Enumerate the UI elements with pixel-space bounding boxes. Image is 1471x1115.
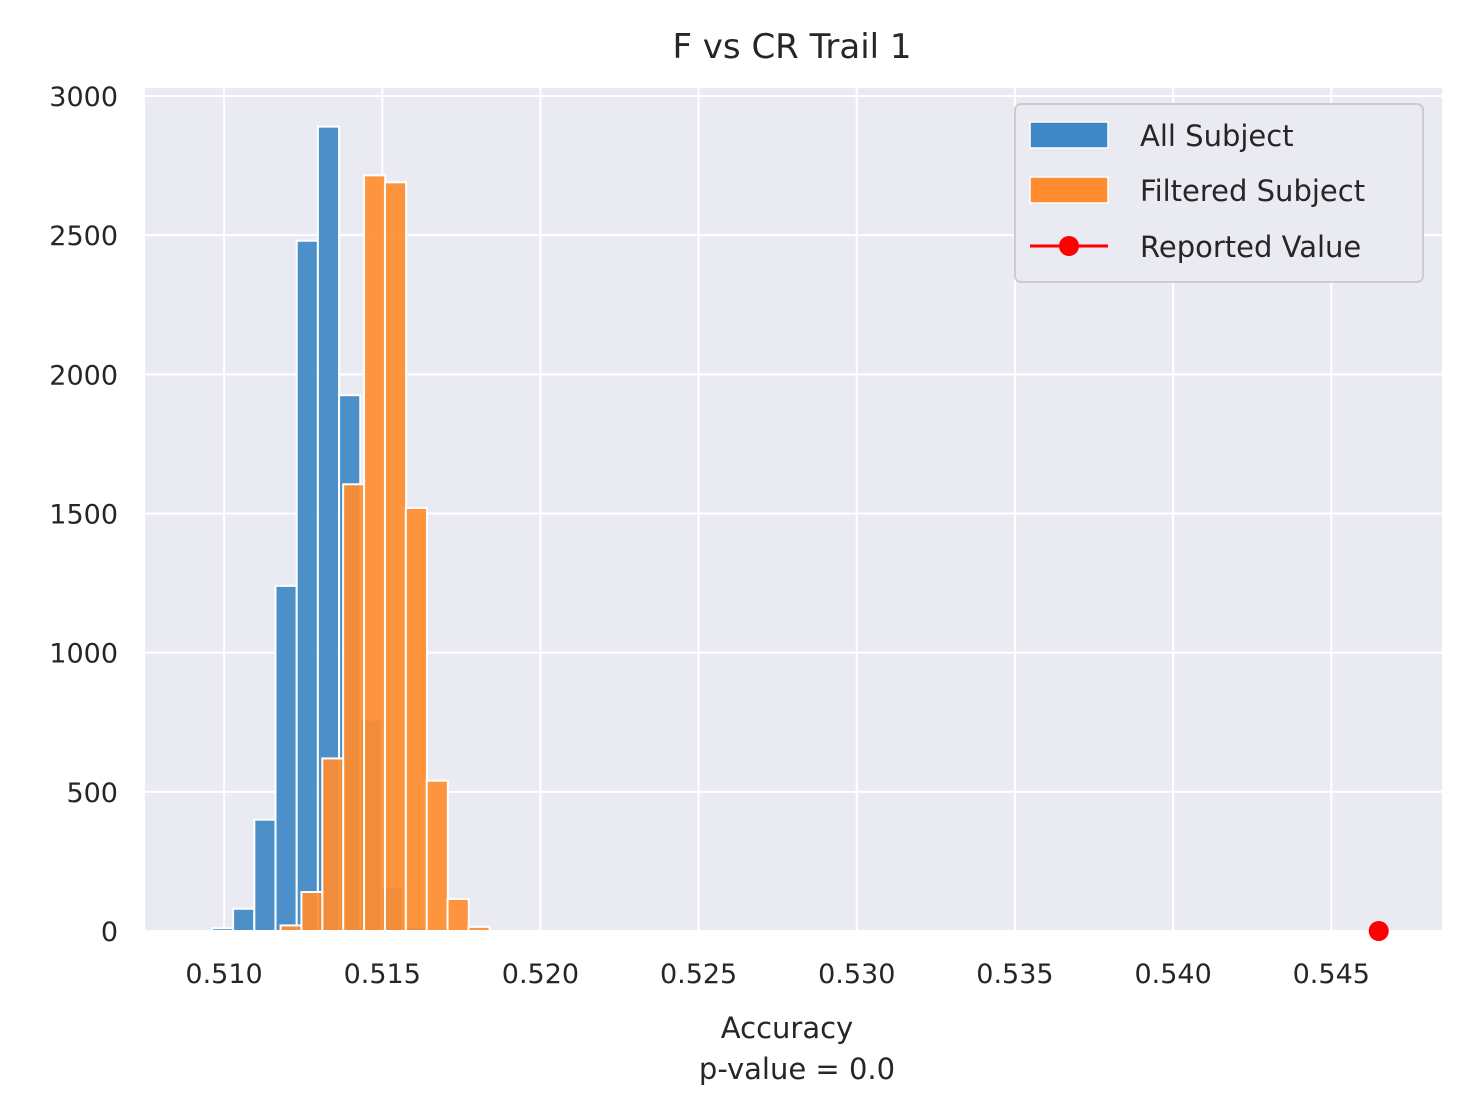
bar-filtered-subject — [446, 897, 470, 932]
bar-filtered-subject — [342, 483, 366, 932]
x-tick-label: 0.525 — [660, 959, 737, 990]
legend-label-all-subject: All Subject — [1140, 119, 1294, 153]
legend-box — [1014, 103, 1424, 283]
x-tick-label: 0.545 — [1293, 959, 1370, 990]
y-tick-label: 3000 — [49, 82, 118, 113]
x-tick-label: 0.535 — [976, 959, 1053, 990]
bar-filtered-subject — [425, 779, 449, 933]
bar-all-subject — [295, 239, 319, 932]
bar-filtered-subject — [300, 891, 324, 932]
y-tick-label: 1500 — [49, 500, 118, 531]
bar-all-subject — [210, 927, 235, 933]
y-tick-label: 500 — [66, 778, 118, 809]
histogram-bars — [210, 125, 491, 933]
bar-filtered-subject — [363, 174, 387, 932]
x-tick-labels: 0.510 0.515 0.520 0.525 0.530 0.535 0.540 0.545 — [185, 959, 1369, 990]
bar-all-subject — [274, 584, 298, 932]
bar-filtered-subject — [279, 924, 303, 933]
y-tick-labels: 0 500 1000 1500 2000 2500 3000 — [49, 82, 118, 948]
x-axis-label: Accuracy — [721, 1011, 853, 1045]
bar-filtered-subject — [404, 506, 429, 932]
bar-filtered-subject — [321, 757, 345, 933]
x-axis-sublabel: p-value = 0.0 — [699, 1052, 895, 1086]
legend-marker-reported-value — [1059, 236, 1079, 256]
y-tick-label: 0 — [101, 917, 118, 948]
reported-value-marker — [1368, 921, 1389, 941]
bar-all-subject — [232, 907, 256, 933]
y-tick-label: 2500 — [49, 221, 118, 252]
legend-swatch-all-subject — [1029, 121, 1109, 149]
x-tick-label: 0.520 — [502, 959, 579, 990]
bar-filtered-subject — [467, 925, 491, 933]
bar-filtered-subject — [383, 181, 408, 933]
reported-value-markers — [1368, 921, 1389, 941]
x-tick-label: 0.540 — [1134, 959, 1211, 990]
chart-title: F vs CR Trail 1 — [672, 27, 911, 67]
legend-swatch-filtered-subject — [1029, 176, 1109, 204]
legend-label-reported-value: Reported Value — [1140, 230, 1361, 264]
y-tick-label: 2000 — [49, 360, 118, 391]
y-tick-label: 1000 — [49, 639, 118, 670]
legend-label-filtered-subject: Filtered Subject — [1140, 174, 1365, 208]
bar-all-subject — [253, 818, 277, 933]
x-tick-label: 0.530 — [818, 959, 895, 990]
x-tick-label: 0.510 — [185, 959, 262, 990]
x-tick-label: 0.515 — [344, 959, 421, 990]
legend: All Subject Filtered Subject Reported Va… — [1014, 103, 1424, 283]
